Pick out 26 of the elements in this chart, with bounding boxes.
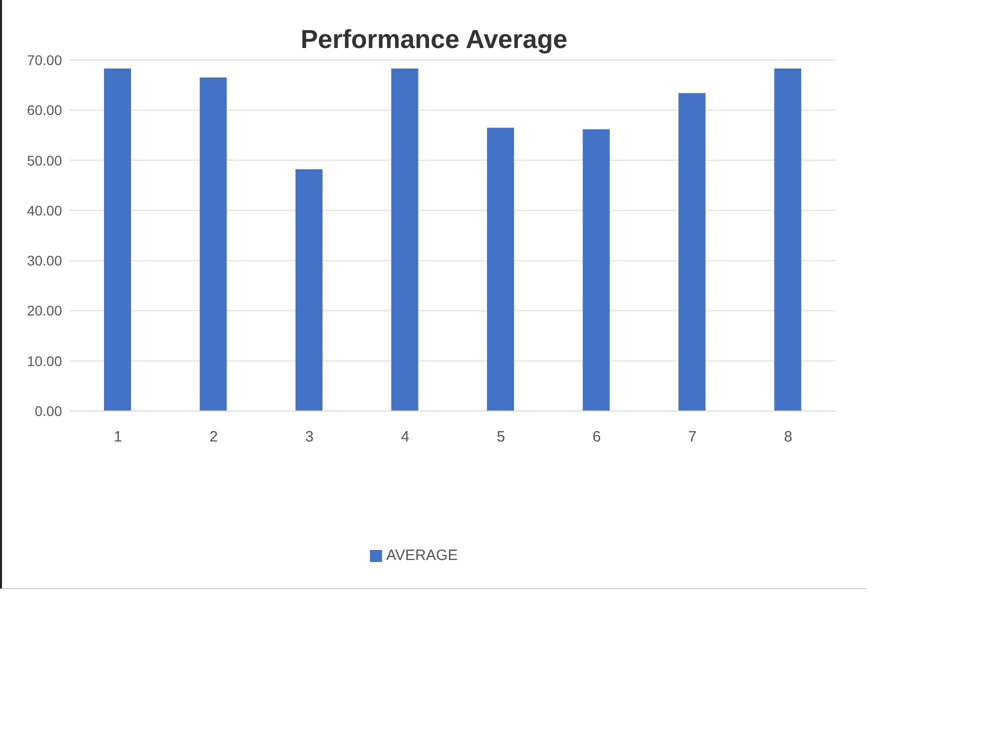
y-tick-label: 70.00	[26, 52, 62, 68]
bar	[296, 169, 322, 411]
y-tick-label: 40.00	[26, 202, 62, 218]
y-tick-label: 0.00	[34, 402, 62, 419]
bar	[104, 68, 131, 411]
legend-label: AVERAGE	[386, 547, 458, 564]
y-tick-label: 30.00	[26, 252, 62, 269]
bar	[678, 93, 706, 411]
bar	[391, 68, 418, 411]
x-tick-label: 6	[592, 428, 601, 446]
y-tick-label: 60.00	[26, 102, 62, 118]
x-tick-label: 3	[305, 428, 314, 446]
y-tick-label: 10.00	[26, 352, 62, 369]
bar	[200, 78, 227, 411]
chart-title: Performance Average	[300, 24, 568, 54]
x-tick-label: 7	[688, 428, 697, 446]
x-tick-label: 4	[400, 428, 410, 446]
y-tick-label: 50.00	[26, 152, 62, 168]
bar	[487, 128, 514, 411]
x-tick-label: 1	[114, 428, 122, 446]
x-tick-label: 8	[784, 428, 792, 446]
bar	[582, 129, 610, 411]
x-tick-label: 2	[209, 428, 218, 446]
bar	[774, 68, 802, 411]
x-tick-label: 5	[496, 428, 506, 446]
y-tick-label: 20.00	[26, 302, 62, 319]
